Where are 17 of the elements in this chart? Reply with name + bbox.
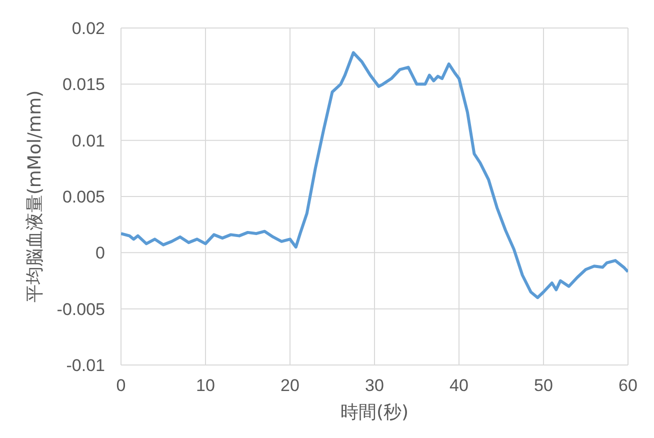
y-tick-label: 0.015 — [62, 75, 105, 94]
x-axis-title: 時間(秒) — [340, 402, 409, 423]
y-tick-label: 0.01 — [72, 131, 105, 150]
x-tick-label: 0 — [116, 376, 126, 396]
x-tick-label: 60 — [618, 376, 638, 396]
y-tick-label: 0.02 — [72, 19, 105, 38]
x-tick-label: 40 — [450, 376, 468, 396]
x-tick-label: 20 — [280, 376, 300, 396]
y-tick-label: 0.005 — [62, 188, 105, 207]
x-tick-label: 50 — [534, 376, 553, 396]
y-axis-title: 平均脳血液量(mMol/mm) — [24, 90, 46, 303]
y-tick-label: -0.005 — [56, 300, 105, 319]
y-tick-label: 0 — [96, 244, 105, 263]
line-series — [121, 51, 628, 300]
y-tick-label: -0.01 — [66, 356, 105, 376]
x-tick-label: 10 — [196, 376, 215, 396]
x-tick-label: 30 — [365, 376, 384, 396]
